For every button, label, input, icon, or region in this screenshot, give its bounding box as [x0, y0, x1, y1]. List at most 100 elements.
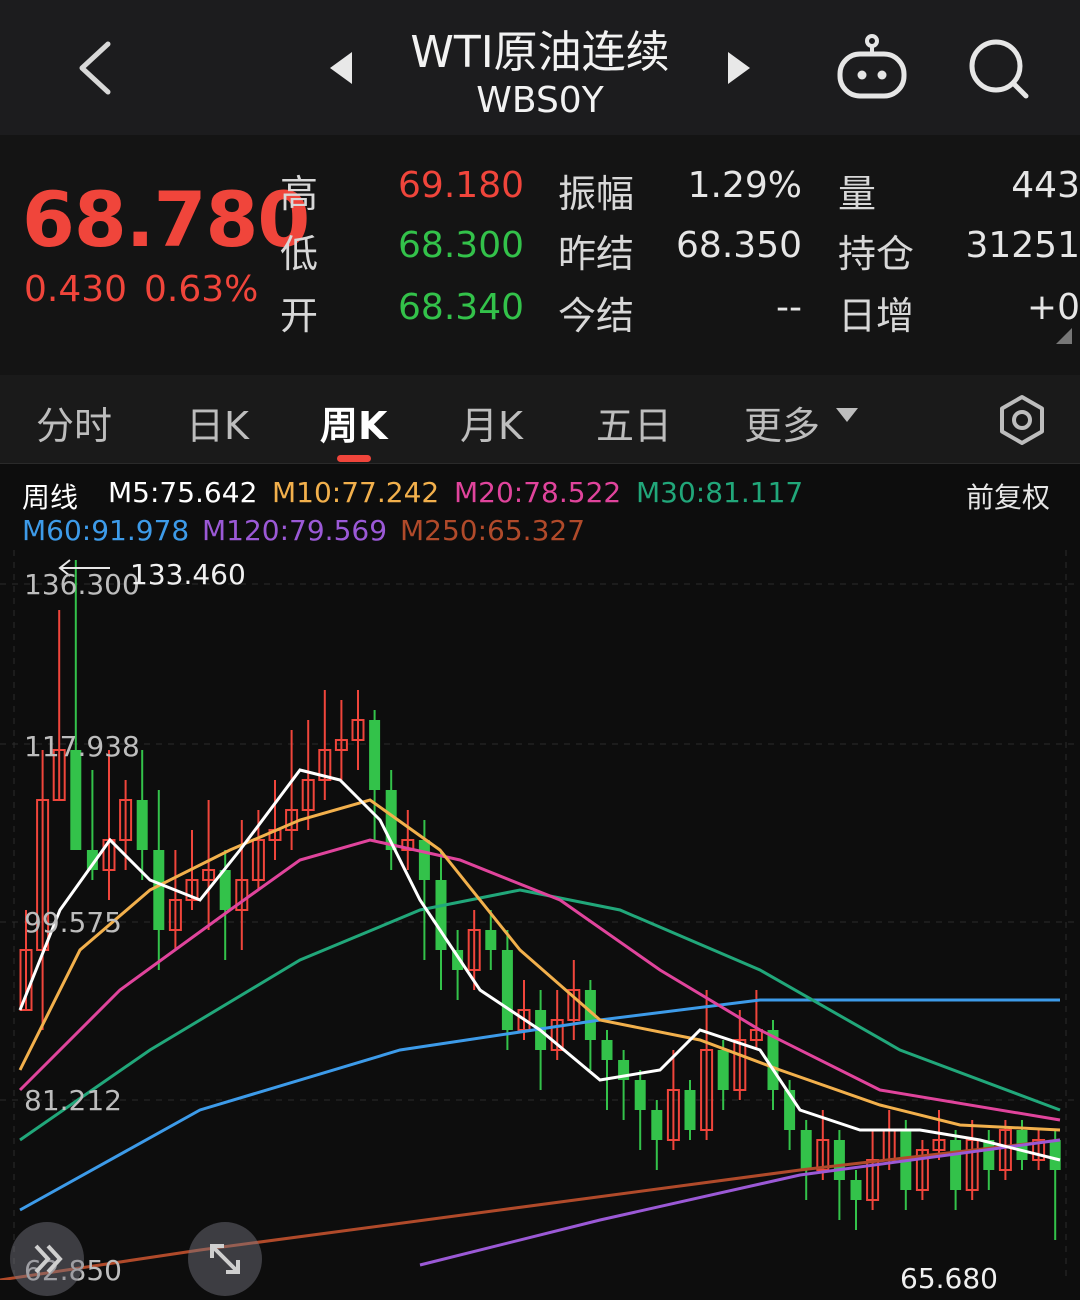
- header: WTI原油连续 WBS0Y: [0, 0, 1080, 135]
- candle-body: [168, 899, 182, 931]
- candle-body: [932, 1139, 946, 1151]
- candle-body: [334, 739, 348, 751]
- candle-body: [86, 850, 98, 870]
- candle-body: [202, 869, 216, 881]
- ma-line: [19, 888, 1061, 1142]
- candle-body: [733, 1039, 747, 1091]
- last-price: 68.780: [22, 175, 310, 264]
- tab-daily-k[interactable]: 日K: [186, 404, 249, 448]
- value-open: 68.340: [398, 287, 524, 328]
- candle-body: [485, 930, 497, 950]
- ma20-value: M20:78.522: [454, 476, 622, 509]
- y-tick-label: 99.575: [24, 906, 122, 939]
- candle-body: [784, 1090, 796, 1130]
- candle-body: [651, 1110, 663, 1140]
- kline-chart[interactable]: 136.300 117.938 99.575 81.212 62.850 133…: [0, 550, 1080, 1296]
- ma10-value: M10:77.242: [272, 476, 440, 509]
- candle-body: [70, 750, 82, 850]
- candle-body: [700, 1049, 714, 1131]
- ma60-value: M60:91.978: [22, 514, 190, 547]
- candle-body: [153, 850, 165, 930]
- candle-body: [915, 1149, 929, 1191]
- back-chevron-icon[interactable]: [70, 38, 130, 98]
- value-prev-settle: 68.350: [676, 225, 802, 266]
- candle-body: [301, 779, 315, 811]
- y-tick-label: 136.300: [24, 568, 140, 601]
- candle-body: [998, 1129, 1012, 1171]
- expand-icon: [210, 1244, 240, 1274]
- candle-body: [52, 749, 66, 801]
- gear-icon[interactable]: [996, 394, 1048, 446]
- price-change: 0.430: [24, 269, 128, 310]
- candle-body: [550, 1019, 564, 1051]
- ma-line: [0, 1138, 1061, 1280]
- robot-icon[interactable]: [836, 34, 908, 100]
- tab-five-day[interactable]: 五日: [596, 404, 673, 448]
- candle-body: [136, 800, 148, 850]
- value-amplitude: 1.29%: [687, 165, 802, 206]
- adjust-mode[interactable]: 前复权: [966, 481, 1051, 514]
- value-open-interest: 31251: [965, 225, 1080, 266]
- candle-body: [866, 1159, 880, 1201]
- y-tick-label: 117.938: [24, 730, 140, 763]
- candle-body: [235, 879, 249, 911]
- tab-intraday[interactable]: 分时: [36, 404, 113, 448]
- label-daily-change: 日增: [838, 294, 915, 338]
- ma-line: [18, 798, 1061, 1132]
- label-low: 低: [280, 232, 319, 276]
- ma30-value: M30:81.117: [636, 476, 804, 509]
- candle-body: [185, 879, 199, 901]
- label-prev-settle: 昨结: [558, 232, 635, 276]
- label-today-settle: 今结: [558, 294, 635, 338]
- value-today-settle: --: [776, 287, 802, 328]
- tab-weekly-k[interactable]: 周K: [320, 404, 388, 448]
- candle-body: [767, 1030, 779, 1090]
- ma-line: [419, 1138, 1061, 1267]
- candle-body: [251, 839, 265, 881]
- candle-body: [850, 1180, 862, 1200]
- collapse-sidebar-button[interactable]: [10, 1222, 84, 1296]
- expand-corner-icon[interactable]: [1056, 328, 1072, 344]
- period-tabs: 分时 日K 周K 月K 五日 更多: [0, 375, 1080, 464]
- chevron-down-icon[interactable]: [836, 408, 858, 422]
- tab-more[interactable]: 更多: [744, 404, 821, 448]
- ma5-value: M5:75.642: [108, 476, 258, 509]
- next-triangle-icon[interactable]: [728, 52, 750, 84]
- label-high: 高: [280, 172, 319, 216]
- quote-panel: 68.780 0.430 0.63% 高 低 开 69.180 68.300 6…: [0, 135, 1080, 375]
- candle-body: [385, 790, 397, 850]
- candle-body: [816, 1139, 830, 1171]
- candle-body: [119, 799, 133, 841]
- label-open-interest: 持仓: [838, 232, 915, 276]
- candle-body: [567, 989, 581, 1021]
- label-volume: 量: [838, 172, 877, 216]
- candle-body: [584, 990, 596, 1040]
- value-volume: 443: [1011, 165, 1080, 206]
- search-icon[interactable]: [966, 36, 1032, 102]
- ma-line: [18, 838, 1061, 1122]
- prev-triangle-icon[interactable]: [330, 52, 352, 84]
- page-title: WTI原油连续: [410, 27, 670, 78]
- candle-body: [1032, 1139, 1046, 1161]
- candle-body: [219, 870, 231, 910]
- candle-body: [467, 929, 481, 971]
- candle-body: [401, 839, 415, 851]
- candle-body: [717, 1050, 729, 1090]
- tab-monthly-k[interactable]: 月K: [460, 404, 523, 448]
- candle-body: [950, 1140, 962, 1190]
- ma250-value: M250:65.327: [400, 514, 586, 547]
- high-annotation: 133.460: [130, 558, 246, 591]
- value-high: 69.180: [398, 165, 524, 206]
- price-change-pct: 0.63%: [144, 269, 259, 310]
- instrument-code: WBS0Y: [476, 80, 604, 121]
- candle-body: [618, 1060, 630, 1080]
- candle-body: [684, 1090, 696, 1130]
- period-label[interactable]: 周线: [22, 481, 79, 514]
- label-amplitude: 振幅: [558, 172, 635, 216]
- ma120-value: M120:79.569: [202, 514, 388, 547]
- fullscreen-button[interactable]: [188, 1222, 262, 1296]
- candle-body: [435, 880, 447, 950]
- candle-body: [318, 749, 332, 781]
- label-open: 开: [280, 294, 319, 338]
- value-low: 68.300: [398, 225, 524, 266]
